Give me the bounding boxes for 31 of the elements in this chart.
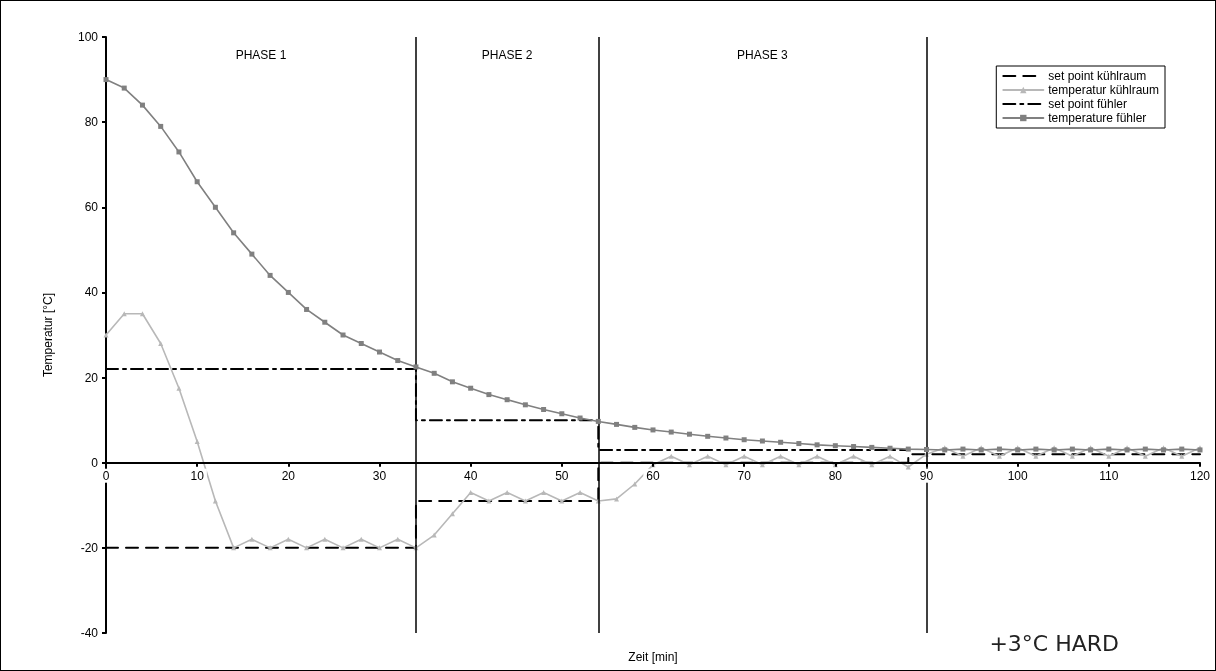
y-tick-label: -40 <box>80 626 99 640</box>
x-tick-label: 120 <box>1189 468 1211 483</box>
x-tick-label: 100 <box>1007 468 1028 483</box>
y-tick-label: 60 <box>84 200 99 215</box>
x-tick-label: 40 <box>463 468 478 483</box>
x-tick-label: 110 <box>1099 468 1119 483</box>
annotation: PHASE 3 <box>737 48 789 62</box>
legend-label: set point fühler <box>1048 97 1128 111</box>
x-tick-label: 80 <box>828 468 843 483</box>
legend-label: temperature fühler <box>1048 111 1147 125</box>
y-tick-label: 80 <box>84 115 99 130</box>
x-tick-label: 20 <box>281 468 296 483</box>
legend-label: set point kühlraum <box>1048 69 1147 83</box>
y-tick-label: 0 <box>91 455 99 470</box>
x-tick-label: 60 <box>646 468 660 483</box>
y-axis-title: Temperatur [°C] <box>41 292 55 378</box>
x-tick-label: 50 <box>555 468 569 483</box>
y-tick-label: 100 <box>77 30 99 44</box>
annotation: PHASE 1 <box>235 48 287 62</box>
y-tick-label: -20 <box>80 540 99 555</box>
annotation: PHASE 2 <box>481 48 533 62</box>
annotation: +3°C HARD <box>989 630 1119 656</box>
x-axis-title: Zeit [min] <box>628 650 678 664</box>
x-tick-label: 30 <box>372 468 387 483</box>
y-tick-label: 40 <box>84 285 99 300</box>
legend-label: temperatur kühlraum <box>1048 83 1160 97</box>
x-tick-label: 0 <box>102 468 110 483</box>
y-tick-label: 20 <box>84 370 99 385</box>
x-tick-label: 70 <box>737 468 752 483</box>
x-tick-label: 10 <box>190 468 205 483</box>
x-tick-label: 90 <box>919 468 934 483</box>
